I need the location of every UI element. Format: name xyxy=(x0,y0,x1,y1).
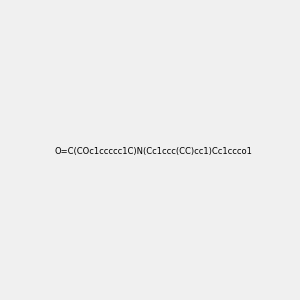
Text: O=C(COc1ccccc1C)N(Cc1ccc(CC)cc1)Cc1ccco1: O=C(COc1ccccc1C)N(Cc1ccc(CC)cc1)Cc1ccco1 xyxy=(55,147,253,156)
